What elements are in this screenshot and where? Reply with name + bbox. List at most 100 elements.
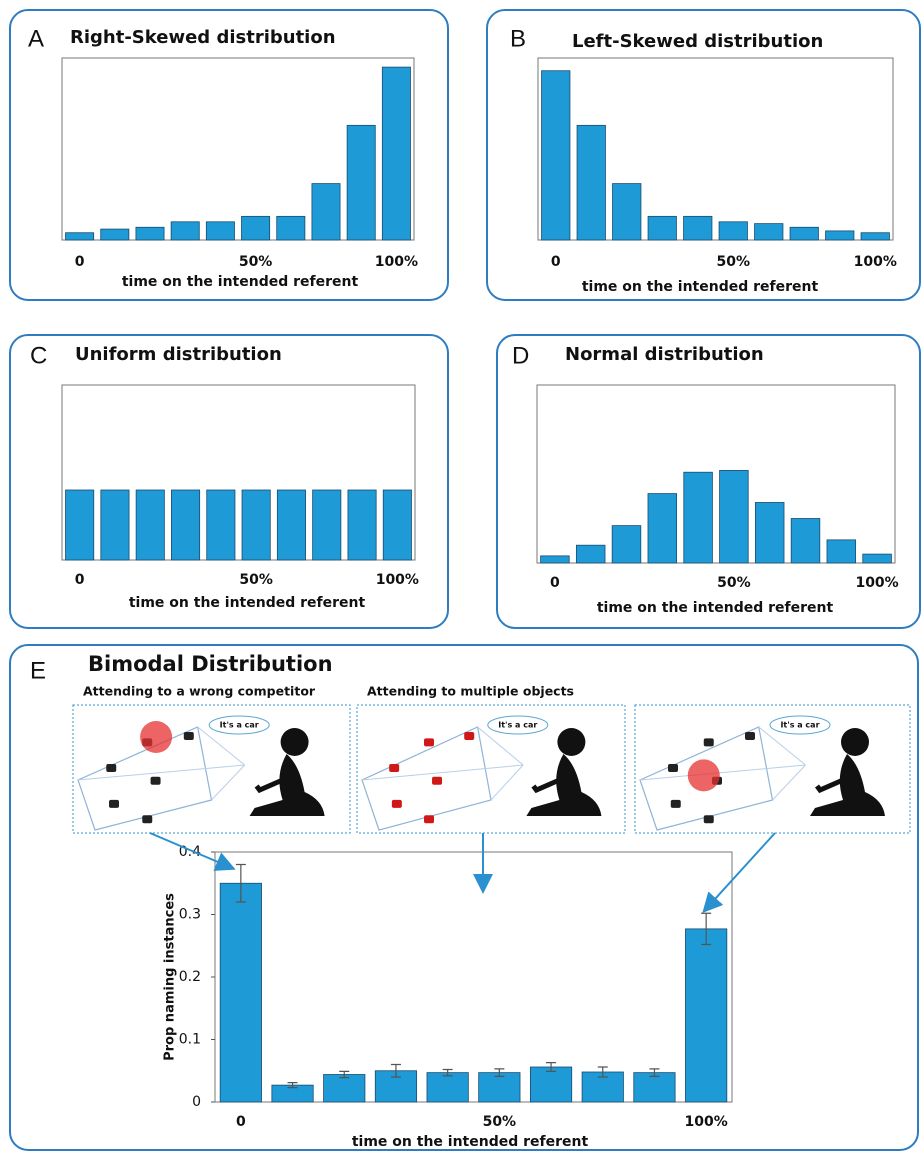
bar [826,539,857,564]
panel-label: B [510,25,526,52]
error-bar [701,912,712,946]
panel: C Uniform distribution 0 50% 100% time on the… [9,334,449,629]
bar [719,470,749,564]
bar [647,215,677,241]
bar [790,518,821,564]
y-axis-label: Prop naming instances [163,893,178,1061]
panel-label: E [30,657,46,684]
panel-label: A [28,25,44,52]
toy-icon [424,738,434,747]
bar [754,223,784,241]
bar [323,1074,366,1103]
x-tick-label: 0 [236,1114,246,1130]
x-axis-label: time on the intended referent [352,1134,589,1150]
bar [241,489,271,561]
error-bar [442,1068,453,1077]
bar [718,221,748,241]
x-axis-label: time on the intended referent [582,279,819,295]
x-tick-label: 50% [483,1114,517,1130]
x-tick-label: 100% [685,1114,728,1130]
x-tick-label: 50% [717,575,751,591]
error-bar [235,863,246,903]
bar [171,489,201,561]
bar [100,489,130,561]
bar [65,232,95,241]
bar [346,124,376,241]
panel-label: C [30,342,47,369]
toy-icon [389,764,400,772]
bar [205,221,235,241]
panel-label: D [512,342,529,369]
speech-bubble [769,715,831,735]
bar [529,1066,573,1103]
error-bar [287,1082,298,1089]
bar [754,502,785,564]
bar [683,471,713,564]
speech-bubble [208,715,270,735]
x-tick-label: 100% [855,575,898,591]
bar [862,553,892,564]
x-tick-label: 100% [376,572,419,588]
toy-icon [432,776,443,785]
toy-icon [703,738,714,747]
bar [382,489,412,561]
x-tick-label: 100% [854,254,897,270]
illustration-caption: Attending to multiple objects [367,684,574,699]
bar [135,489,165,561]
bar [685,928,728,1103]
speech-text: It's a car [498,721,537,730]
bar [633,1072,676,1103]
panel-title: Right-Skewed distribution [70,27,336,48]
panel-title: Bimodal Distribution [88,652,333,676]
gaze-lines [77,726,246,801]
speech-text: It's a car [780,721,819,730]
bar [789,226,819,241]
error-bar [597,1066,608,1078]
arrow [149,832,236,871]
bar [276,215,306,241]
bar [575,544,606,564]
x-tick-label: 0 [550,575,560,591]
bar [611,525,642,564]
plot-frame [61,384,416,561]
error-bar [494,1068,505,1077]
toy-icon [668,764,678,772]
toy-icon [109,799,120,808]
bar [825,230,855,241]
y-tick-label: 0.3 [179,907,201,923]
panel-title: Uniform distribution [75,344,282,365]
toy-icon [745,732,755,740]
x-tick-label: 0 [551,254,561,270]
toy-icon [106,764,117,772]
speech-text: It's a car [220,721,259,730]
panel-title: Left-Skewed distribution [572,31,823,52]
y-tick-label: 0.2 [179,969,201,985]
toy-icon [424,815,434,824]
highlight [687,759,720,792]
bar [347,489,377,561]
x-tick-label: 50% [716,254,750,270]
x-tick-label: 0 [75,572,85,588]
speech-bubble [487,715,549,735]
gaze-lines [361,726,524,801]
gaze-lines [639,726,806,801]
bar [381,66,411,241]
bar [170,221,200,241]
bar [647,493,678,564]
error-bar [649,1068,660,1077]
error-bar [339,1070,350,1079]
x-axis-label: time on the intended referent [122,274,359,290]
bar [541,70,571,241]
bar [206,489,236,561]
bar [312,489,342,561]
bar [478,1072,521,1103]
highlight [140,721,173,753]
x-tick-label: 50% [239,572,273,588]
bar [683,215,713,241]
plot-frame [61,57,415,241]
x-axis-label: time on the intended referent [597,600,834,616]
panel: D Normal distribution 0 50% 100% time on the … [496,334,921,629]
bar [540,555,570,564]
toy-icon [391,799,402,808]
